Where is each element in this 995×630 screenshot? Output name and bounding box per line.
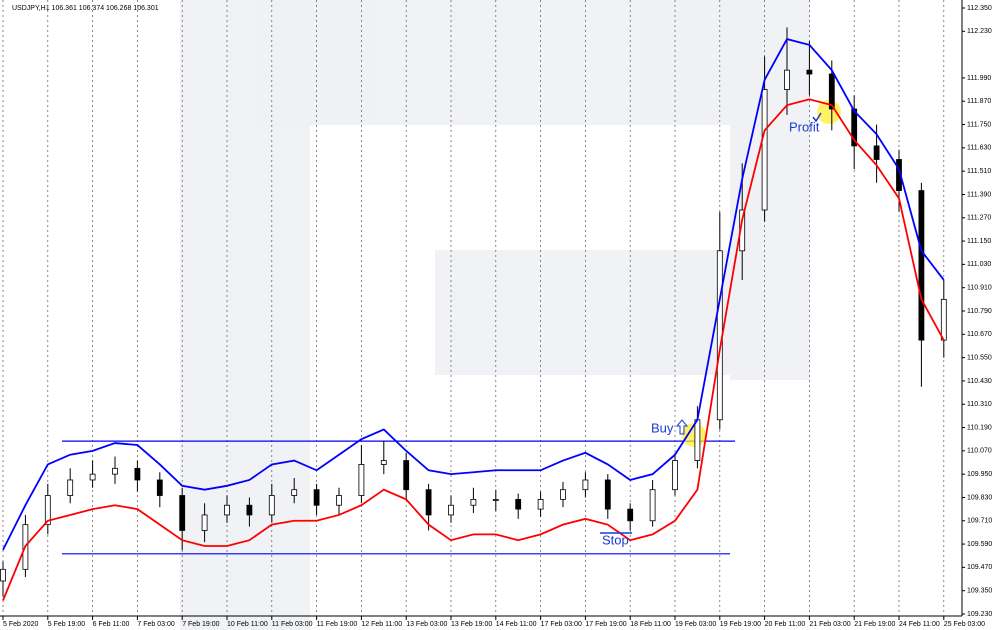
y-tick-label: 110.670 xyxy=(967,331,992,338)
y-tick-label: 111.750 xyxy=(967,121,991,128)
candle-body xyxy=(582,479,589,491)
y-tick-label: 109.950 xyxy=(967,471,992,478)
x-tick-label: 19 Feb 03:00 xyxy=(675,621,716,628)
x-tick-label: 13 Feb 03:00 xyxy=(406,621,447,628)
x-tick-label: 17 Feb 19:00 xyxy=(585,621,626,628)
candle-body xyxy=(515,499,522,510)
x-tick-label: 20 Feb 11:00 xyxy=(765,621,806,628)
candle-body xyxy=(604,479,611,510)
candle-body xyxy=(873,145,880,160)
candle-body xyxy=(380,460,387,465)
y-tick-label: 109.350 xyxy=(967,588,992,595)
candle-body xyxy=(336,495,342,506)
x-tick-label: 5 Feb 2020 xyxy=(3,621,39,628)
annotation: Buy xyxy=(651,420,674,435)
y-tick-label: 109.470 xyxy=(967,564,992,571)
y-tick-label: 111.270 xyxy=(967,215,991,222)
y-tick-label: 109.830 xyxy=(967,494,992,501)
x-tick-label: 17 Feb 03:00 xyxy=(541,621,582,628)
y-tick-label: 112.350 xyxy=(967,5,992,12)
x-tick-label: 21 Feb 03:00 xyxy=(809,621,850,628)
candle-body xyxy=(112,467,118,475)
candle-body xyxy=(560,489,566,500)
candle-body xyxy=(448,504,454,516)
x-tick-label: 21 Feb 19:00 xyxy=(854,621,895,628)
candle-body xyxy=(403,460,410,491)
candle-body xyxy=(44,495,51,526)
y-tick-label: 111.870 xyxy=(967,98,991,105)
y-tick-label: 110.430 xyxy=(967,378,992,385)
candle-body xyxy=(851,108,858,147)
x-tick-label: 7 Feb 03:00 xyxy=(137,621,174,628)
candle-body xyxy=(67,479,74,496)
y-tick-label: 110.070 xyxy=(967,448,992,455)
candle-body xyxy=(425,489,432,516)
x-tick-label: 12 Feb 11:00 xyxy=(361,621,402,628)
x-tick-label: 24 Feb 11:00 xyxy=(899,621,940,628)
y-tick-label: 111.630 xyxy=(967,145,991,152)
candle-body xyxy=(784,69,790,90)
candle-body xyxy=(828,73,835,110)
x-tick-label: 18 Feb 11:00 xyxy=(630,621,671,628)
candle-body xyxy=(806,69,813,75)
y-tick-label: 111.390 xyxy=(967,191,991,198)
y-tick-label: 111.030 xyxy=(967,261,991,268)
x-tick-label: 10 Feb 11:00 xyxy=(227,621,268,628)
candle-body xyxy=(156,479,163,496)
x-tick-label: 13 Feb 19:00 xyxy=(451,621,492,628)
y-tick-label: 109.230 xyxy=(967,611,992,618)
band-line xyxy=(2,38,945,551)
candle-body xyxy=(940,298,947,341)
x-tick-label: 6 Feb 11:00 xyxy=(93,621,130,628)
highlight xyxy=(817,100,841,124)
y-tick-label: 111.510 xyxy=(967,168,991,175)
band-line xyxy=(2,98,945,601)
y-tick-label: 111.150 xyxy=(967,238,991,245)
candle-body xyxy=(470,499,477,506)
candle-body xyxy=(201,514,208,531)
buy-arrow xyxy=(675,419,689,435)
candle-body xyxy=(761,89,768,211)
candle-body xyxy=(291,489,298,496)
x-tick-label: 14 Feb 11:00 xyxy=(496,621,537,628)
x-tick-label: 7 Feb 19:00 xyxy=(182,621,219,628)
candle-body xyxy=(537,499,544,510)
candle-body xyxy=(224,504,230,516)
x-tick-label: 25 Feb 03:00 xyxy=(944,621,985,628)
x-tick-label: 11 Feb 19:00 xyxy=(317,621,358,628)
y-tick-label: 110.190 xyxy=(967,424,992,431)
x-tick-label: 19 Feb 19:00 xyxy=(720,621,761,628)
candle-body xyxy=(134,467,141,481)
x-tick-label: 5 Feb 19:00 xyxy=(48,621,85,628)
chart-title: USDJPY,H1 106.361 106.374 106.268 106.30… xyxy=(12,5,159,12)
candle-body xyxy=(268,495,275,516)
y-tick-label: 111.990 xyxy=(967,75,991,82)
y-tick-label: 109.590 xyxy=(967,541,992,548)
y-tick-label: 110.790 xyxy=(967,308,992,315)
candle-body xyxy=(313,489,320,506)
candle-body xyxy=(358,464,365,496)
y-tick-label: 112.230 xyxy=(967,28,992,35)
y-tick-label: 109.710 xyxy=(967,518,992,525)
profit-check xyxy=(812,112,822,123)
candle-body xyxy=(179,495,186,531)
candle-body xyxy=(694,419,701,461)
y-tick-label: 110.550 xyxy=(967,354,992,361)
y-tick-label: 110.310 xyxy=(967,401,992,408)
candle-body xyxy=(89,473,96,481)
x-tick-label: 11 Feb 03:00 xyxy=(272,621,313,628)
watermark xyxy=(180,0,810,630)
candle-body xyxy=(627,508,634,522)
annotation: Profit xyxy=(789,119,820,134)
annotation: Stop xyxy=(602,532,629,547)
candle-body xyxy=(672,460,678,491)
candle-body xyxy=(0,568,6,582)
y-tick-label: 110.910 xyxy=(967,285,992,292)
candle-body xyxy=(492,499,499,501)
candle-body xyxy=(246,504,253,516)
candle-body xyxy=(918,190,925,341)
candle-body xyxy=(649,489,656,522)
